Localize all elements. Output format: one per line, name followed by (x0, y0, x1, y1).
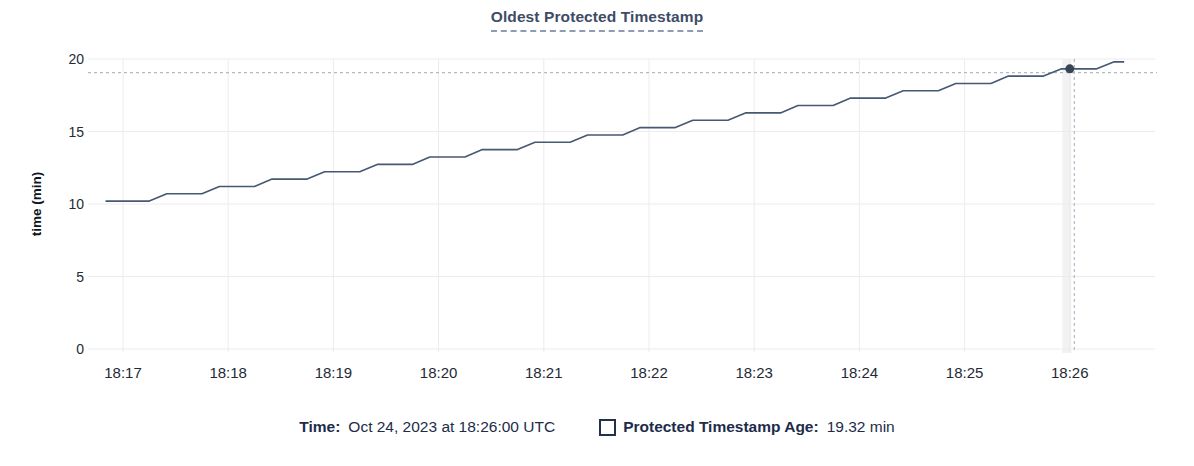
y-tick-label: 15 (68, 124, 84, 140)
y-tick-label: 20 (68, 51, 84, 67)
x-tick-label: 18:21 (525, 364, 563, 381)
y-tick-label: 10 (68, 196, 84, 212)
legend-time-value: Oct 24, 2023 at 18:26:00 UTC (348, 418, 555, 436)
chart-panel: Oldest Protected Timestamp time (min) 05… (0, 0, 1194, 466)
legend-time-label: Time: (299, 418, 340, 436)
x-tick-label: 18:23 (735, 364, 773, 381)
series-swatch-icon[interactable] (599, 419, 616, 436)
x-tick-label: 18:19 (315, 364, 353, 381)
line-chart[interactable]: 0 5 10 15 20 18:17 18:18 18:19 18:20 18:21 18:22 18… (0, 0, 1194, 400)
x-tick-label: 18:25 (946, 364, 984, 381)
highlight-dot (1065, 64, 1074, 73)
legend-series-label[interactable]: Protected Timestamp Age: (623, 418, 819, 436)
x-tick-label: 18:24 (841, 364, 879, 381)
chart-legend: Time: Oct 24, 2023 at 18:26:00 UTC Prote… (0, 418, 1194, 436)
y-tick-label: 0 (76, 341, 84, 357)
y-tick-label: 5 (76, 269, 84, 285)
x-tick-label: 18:22 (630, 364, 668, 381)
x-tick-label: 18:18 (209, 364, 247, 381)
x-tick-label: 18:26 (1051, 364, 1089, 381)
x-tick-label: 18:20 (420, 364, 458, 381)
legend-series-value: 19.32 min (827, 418, 895, 436)
x-tick-label: 18:17 (104, 364, 142, 381)
